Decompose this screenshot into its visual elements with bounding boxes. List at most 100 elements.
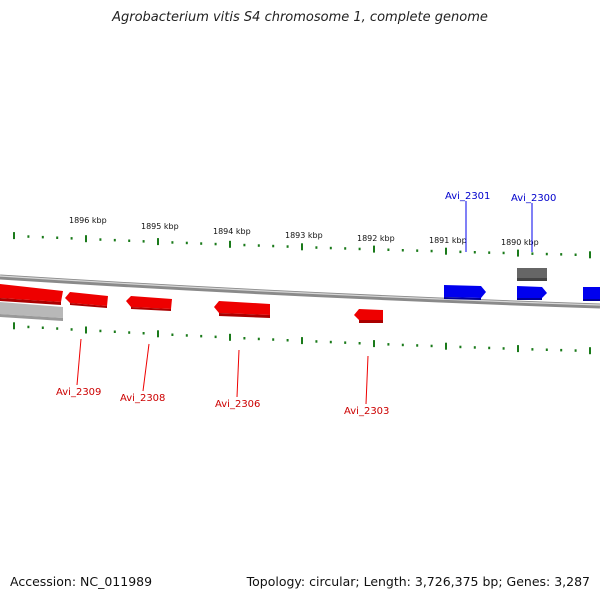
minor-tick xyxy=(459,250,462,254)
minor-tick xyxy=(128,331,131,334)
minor-tick xyxy=(56,327,59,330)
minor-tick xyxy=(416,344,419,347)
minor-tick xyxy=(70,328,73,331)
gene-feature[interactable] xyxy=(517,298,542,300)
gene-label[interactable]: Avi_2300 xyxy=(511,193,556,204)
minor-tick xyxy=(344,247,347,250)
gene-label[interactable]: Avi_2306 xyxy=(215,399,260,410)
inner-tick-row xyxy=(13,322,591,355)
major-tick xyxy=(13,322,15,330)
minor-tick xyxy=(286,245,289,248)
gene-feature[interactable] xyxy=(444,285,486,298)
minor-tick xyxy=(243,337,246,340)
minor-tick xyxy=(401,343,404,347)
forward-gene-labels: Avi_2301 Avi_2300 xyxy=(445,191,556,252)
minor-tick xyxy=(142,332,145,335)
gene-label[interactable]: Avi_2309 xyxy=(56,387,101,398)
minor-tick xyxy=(171,333,174,336)
major-tick xyxy=(157,238,159,246)
gene-feature[interactable] xyxy=(126,296,172,309)
gene-feature[interactable] xyxy=(65,292,108,306)
minor-tick xyxy=(214,242,217,246)
label-leader-line xyxy=(365,355,369,405)
label-leader-line xyxy=(142,343,150,392)
reverse-gene-labels: Avi_2309 Avi_2308 Avi_2306 Avi_2303 xyxy=(56,338,389,417)
major-tick xyxy=(589,347,591,355)
outer-tick-row xyxy=(13,232,591,259)
label-leader-line xyxy=(76,338,82,386)
minor-tick xyxy=(243,243,246,247)
kbp-label: 1890 kbp xyxy=(501,238,539,247)
minor-tick xyxy=(560,253,563,256)
minor-tick xyxy=(56,236,59,239)
minor-tick xyxy=(27,325,30,329)
minor-tick xyxy=(502,251,505,255)
kbp-labels: 1896 kbp 1895 kbp 1894 kbp 1893 kbp 1892… xyxy=(69,216,539,247)
gene-feature[interactable] xyxy=(70,303,107,308)
gene-feature[interactable] xyxy=(354,309,383,320)
gene-label[interactable]: Avi_2308 xyxy=(120,393,165,404)
minor-tick xyxy=(344,341,347,344)
gene-feature[interactable] xyxy=(583,287,600,299)
major-tick xyxy=(445,342,447,350)
minor-tick xyxy=(545,252,548,256)
minor-tick xyxy=(171,241,174,244)
forward-strand-genes xyxy=(444,285,600,301)
minor-tick xyxy=(41,235,44,239)
genome-summary: Topology: circular; Length: 3,726,375 bp… xyxy=(246,574,590,589)
minor-tick xyxy=(358,247,361,251)
minor-tick xyxy=(329,246,332,250)
minor-tick xyxy=(531,348,534,351)
minor-tick xyxy=(286,339,289,342)
major-tick xyxy=(517,345,519,353)
major-tick xyxy=(301,243,303,251)
gene-feature[interactable] xyxy=(214,301,270,315)
minor-tick xyxy=(200,242,203,245)
minor-tick xyxy=(358,342,361,345)
minor-tick xyxy=(401,249,404,252)
kbp-label: 1891 kbp xyxy=(429,236,467,245)
gene-label[interactable]: Avi_2303 xyxy=(344,406,389,417)
major-tick xyxy=(229,333,231,341)
gene-feature-grey[interactable] xyxy=(0,314,63,321)
minor-tick xyxy=(502,347,505,350)
minor-tick xyxy=(41,326,44,329)
gene-feature[interactable] xyxy=(444,297,481,300)
major-tick xyxy=(589,251,591,259)
gene-feature[interactable] xyxy=(583,299,600,301)
gene-feature[interactable] xyxy=(0,298,61,305)
kbp-label: 1895 kbp xyxy=(141,222,179,231)
gene-feature[interactable] xyxy=(517,286,547,298)
gene-feature-grey[interactable] xyxy=(0,302,63,318)
minor-tick xyxy=(99,329,102,333)
kbp-label: 1892 kbp xyxy=(357,234,395,243)
major-tick xyxy=(157,330,159,338)
gene-feature[interactable] xyxy=(219,313,270,318)
major-tick xyxy=(373,340,375,348)
minor-tick xyxy=(560,348,563,352)
minor-tick xyxy=(574,349,577,352)
accession-label: Accession: NC_011989 xyxy=(10,574,153,589)
gene-feature-grey[interactable] xyxy=(517,278,547,281)
minor-tick xyxy=(488,346,491,350)
minor-tick xyxy=(27,235,30,238)
gene-feature-grey[interactable] xyxy=(517,268,547,278)
minor-tick xyxy=(70,237,73,240)
gene-label[interactable]: Avi_2301 xyxy=(445,191,490,202)
kbp-label: 1894 kbp xyxy=(213,227,251,236)
minor-tick xyxy=(430,249,433,253)
minor-tick xyxy=(214,335,217,339)
minor-tick xyxy=(545,348,548,351)
minor-tick xyxy=(128,239,131,242)
gene-feature[interactable] xyxy=(131,307,171,311)
minor-tick xyxy=(113,330,116,333)
minor-tick xyxy=(142,240,145,243)
minor-tick xyxy=(387,248,390,251)
minor-tick xyxy=(113,238,116,242)
gene-feature[interactable] xyxy=(359,320,383,323)
gene-feature[interactable] xyxy=(0,284,63,302)
map-title: Agrobacterium vitis S4 chromosome 1, com… xyxy=(112,10,488,25)
chromosome-backbone xyxy=(0,274,600,309)
label-leader-line xyxy=(236,349,240,398)
